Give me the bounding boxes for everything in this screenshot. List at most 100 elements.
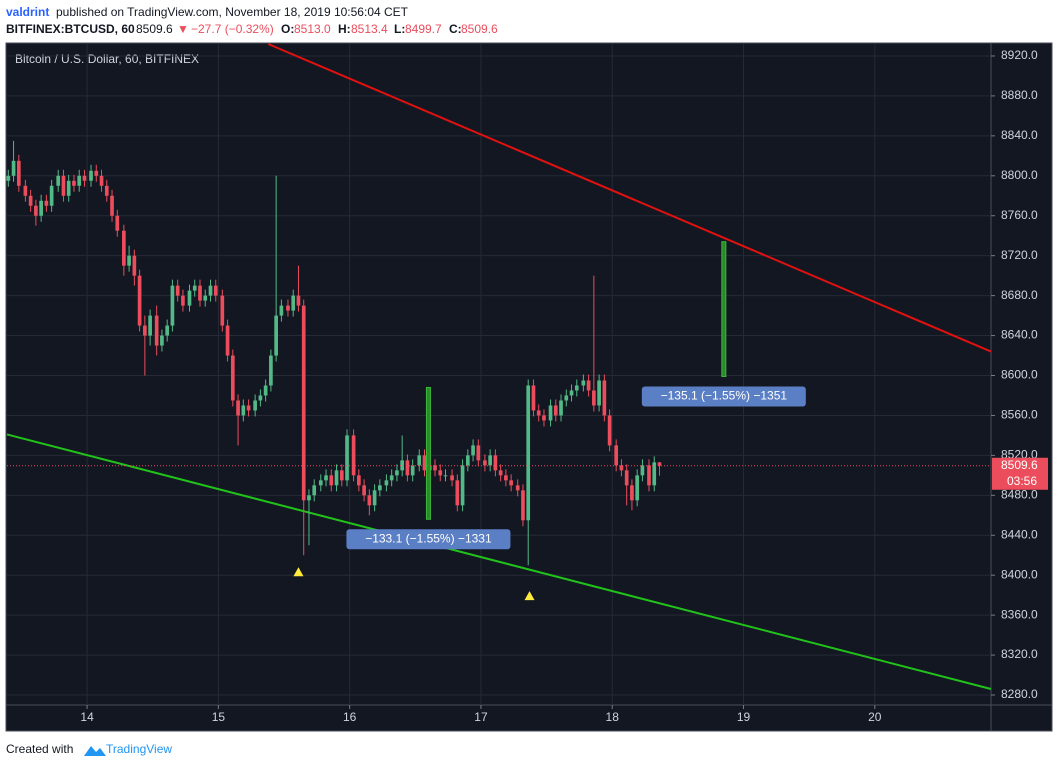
candle-body (220, 295, 225, 326)
candle-body (115, 215, 120, 231)
candle-body (574, 385, 579, 391)
x-tick-label: 14 (80, 710, 94, 724)
y-tick-label: 8760.0 (1001, 208, 1038, 222)
brand: TradingView (106, 742, 172, 756)
candle-body (536, 410, 541, 416)
high-value: 8513.4 (351, 22, 388, 36)
candle-body (213, 285, 218, 296)
candle-body (175, 285, 180, 296)
candle-body (378, 485, 382, 491)
y-tick-label: 8440.0 (1001, 527, 1038, 541)
candle-body (312, 485, 317, 496)
candle-body (66, 180, 71, 196)
candle-body (329, 475, 334, 486)
candle-body (137, 275, 142, 326)
candle-body (44, 200, 49, 206)
candle-body (286, 305, 290, 311)
candle-body (635, 475, 640, 501)
candle-body (56, 175, 61, 186)
published: published on TradingView.com, November 1… (56, 5, 409, 19)
candle-body (94, 170, 99, 176)
candle-body (225, 325, 230, 356)
candle-body (203, 295, 208, 301)
candle-body (6, 175, 11, 181)
author: valdrint (6, 5, 49, 19)
candle-body (559, 400, 563, 416)
measure-bar (425, 386, 431, 520)
candle-body (127, 255, 131, 266)
candle-body (389, 475, 394, 481)
price-label: 8509.6 (1001, 458, 1038, 472)
price-label-box (992, 457, 1048, 490)
y-tick-label: 8560.0 (1001, 408, 1038, 422)
y-tick-label: 8480.0 (1001, 487, 1038, 501)
candle-body (345, 435, 349, 481)
candle-body (657, 462, 662, 466)
candle-body (339, 470, 344, 481)
candle-body (110, 195, 114, 216)
candle-body (443, 475, 448, 477)
open-value: 8513.0 (294, 22, 331, 36)
candle-body (324, 475, 328, 481)
y-tick-label: 8600.0 (1001, 368, 1038, 382)
y-tick-label: 8400.0 (1001, 567, 1038, 581)
candle-body (564, 395, 569, 401)
candle-body (258, 395, 263, 401)
candle-body (99, 175, 104, 186)
candle-body (531, 385, 536, 411)
candle-body (28, 195, 33, 206)
candle-body (640, 465, 645, 476)
candle-body (417, 455, 422, 466)
measure-label-box (641, 386, 806, 407)
candle-body (165, 325, 170, 336)
candle-body (405, 460, 410, 476)
candle-body (619, 465, 624, 471)
candle-body (652, 462, 657, 486)
candle-body (476, 445, 481, 461)
candle-body (296, 295, 301, 306)
low-label: L: (394, 22, 405, 36)
candle-body (154, 315, 159, 346)
low-value: 8499.7 (405, 22, 442, 36)
y-tick-label: 8720.0 (1001, 248, 1038, 262)
candle-body (301, 305, 306, 501)
candle-body (236, 400, 240, 416)
last-price: 8509.6 (136, 22, 173, 36)
candle-body (450, 475, 454, 481)
candle-body (34, 205, 38, 216)
candle-body (526, 385, 531, 521)
y-tick-label: 8360.0 (1001, 607, 1038, 621)
candle-body (498, 470, 503, 476)
y-tick-label: 8920.0 (1001, 48, 1038, 62)
symbol: BITFINEX:BTCUSD, 60 (6, 22, 135, 36)
candle-body (504, 475, 508, 481)
candle-body (89, 170, 93, 181)
candle-body (607, 415, 612, 446)
candle-body (143, 325, 147, 336)
candle-body (438, 470, 443, 476)
candle-body (455, 480, 460, 506)
x-tick-label: 19 (737, 710, 751, 724)
candle-body (647, 465, 651, 486)
candle-body (586, 380, 591, 391)
candle-body (384, 480, 389, 486)
open-label: O: (281, 22, 294, 36)
y-tick-label: 8800.0 (1001, 168, 1038, 182)
candle-body (624, 470, 629, 486)
x-tick-label: 20 (868, 710, 882, 724)
candle-body (592, 390, 596, 406)
candle-body (465, 455, 470, 466)
candle-body (187, 290, 192, 306)
x-tick-label: 16 (343, 710, 357, 724)
candle-body (11, 160, 16, 176)
candle-body (602, 380, 607, 416)
plot: Bitcoin / U.S. Dollar, 60, BITFINEX 8280.… (6, 43, 1048, 724)
candle-body (263, 385, 268, 396)
change: −27.7 (−0.32%) (191, 22, 274, 36)
measure-label: −133.1 (−1.55%) −1331 (365, 531, 492, 545)
y-tick-label: 8320.0 (1001, 647, 1038, 661)
candle-body (521, 490, 525, 521)
created-with: Created with (6, 742, 73, 756)
candle-body (400, 460, 405, 471)
